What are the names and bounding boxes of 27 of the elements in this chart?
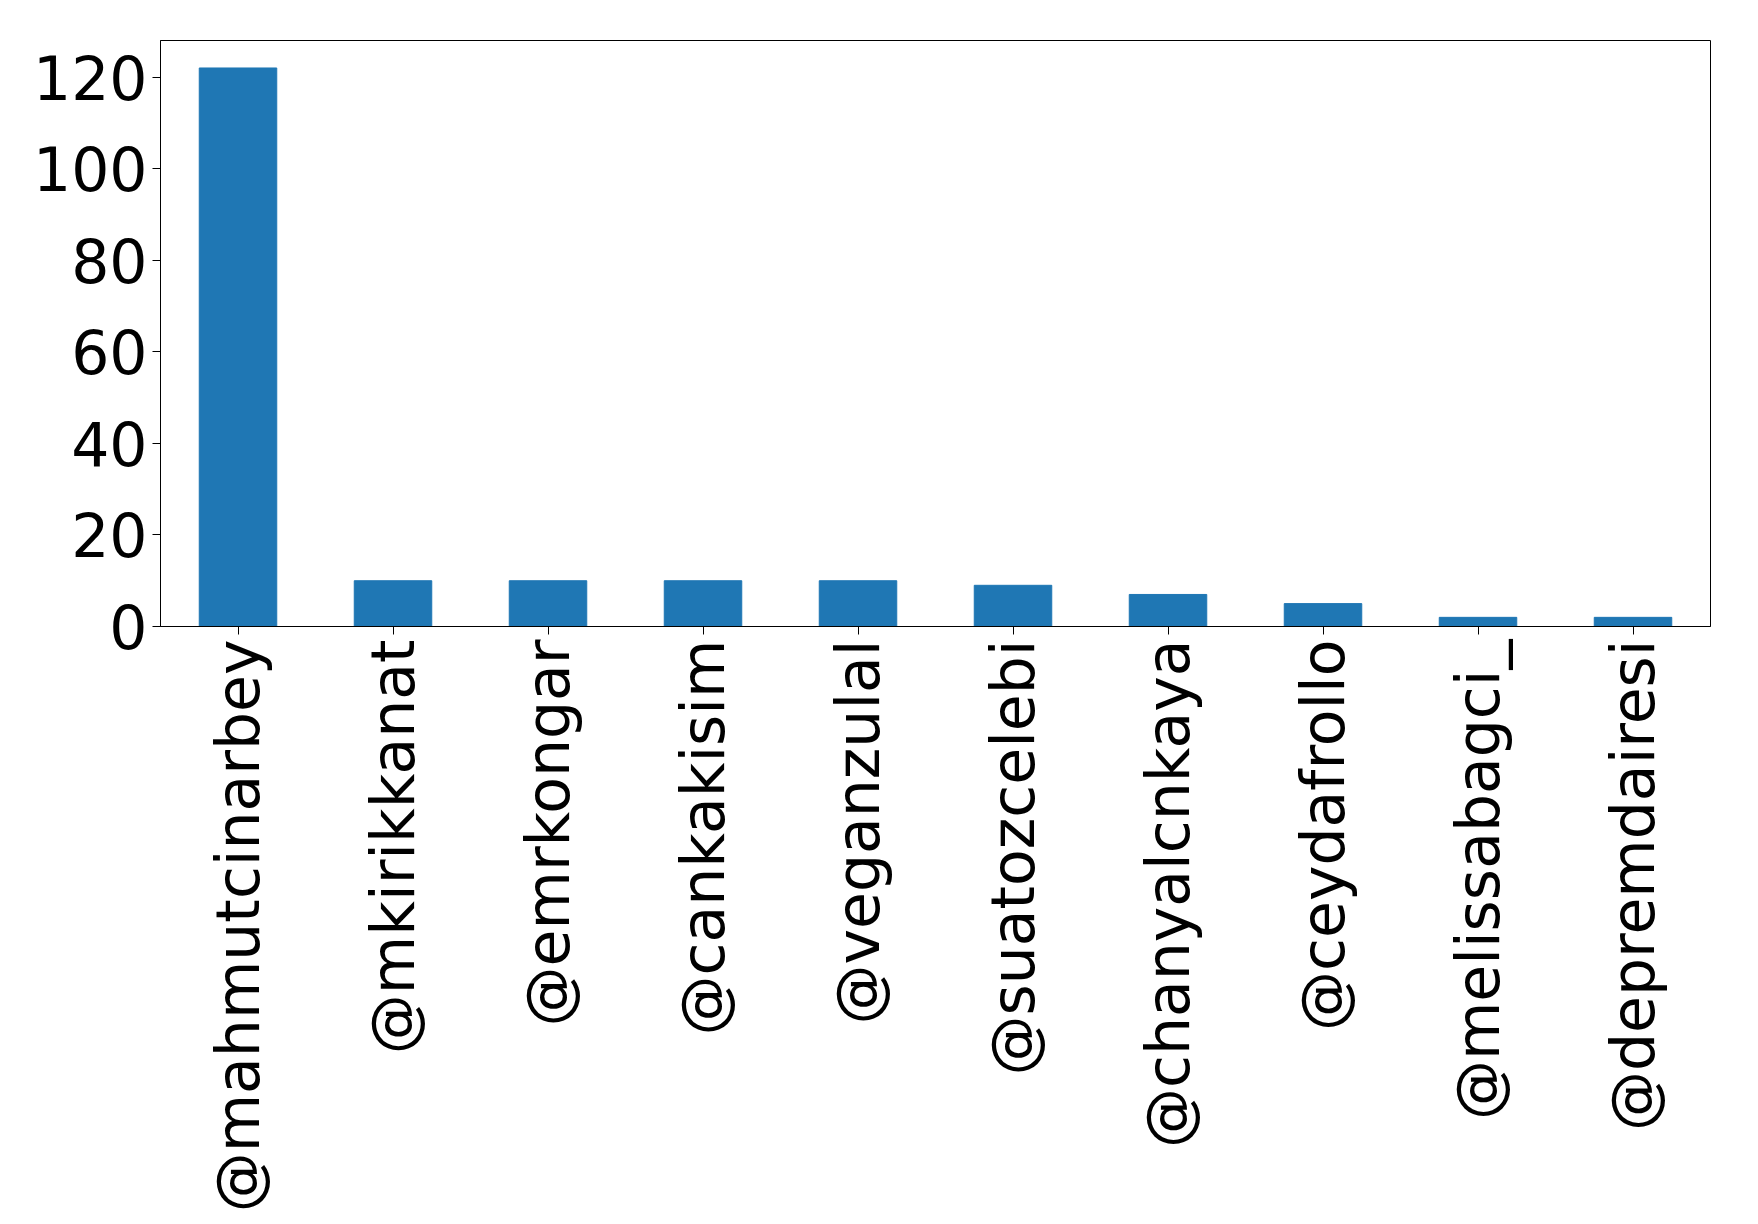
x-tick-label: @mkirikkanat: [358, 639, 428, 1055]
bar: [1438, 616, 1518, 627]
x-tick-label: @mahmutcinarbey: [203, 639, 273, 1213]
bar: [508, 580, 588, 627]
bar: [818, 580, 898, 627]
x-tick-label: @cankakisim: [668, 639, 738, 1036]
x-tick-label: @emrkongar: [513, 639, 583, 1027]
x-tick-label: @ceydafrollo: [1288, 639, 1358, 1031]
bar: [1593, 616, 1673, 627]
y-tick-label: 120: [32, 43, 148, 114]
x-tick-label: @veganzulal: [823, 639, 893, 1025]
bar: [973, 584, 1053, 627]
bar: [1283, 603, 1363, 627]
y-tick-label: 40: [71, 409, 148, 480]
bar: [198, 67, 278, 627]
bar: [1128, 593, 1208, 627]
y-tick-label: 20: [71, 501, 148, 572]
bar: [353, 580, 433, 627]
y-tick-label: 0: [109, 593, 148, 663]
x-tick-label: @melissabagci_: [1443, 638, 1513, 1121]
bar: [663, 580, 743, 627]
x-tick-label: @chanyalcnkaya: [1133, 639, 1203, 1149]
y-tick-label: 80: [71, 226, 148, 297]
x-tick-label: @depremdairesi: [1598, 639, 1668, 1132]
y-tick-label: 100: [32, 135, 148, 206]
y-tick-label: 60: [71, 318, 148, 389]
x-tick-label: @suatozcelebi: [978, 639, 1048, 1076]
